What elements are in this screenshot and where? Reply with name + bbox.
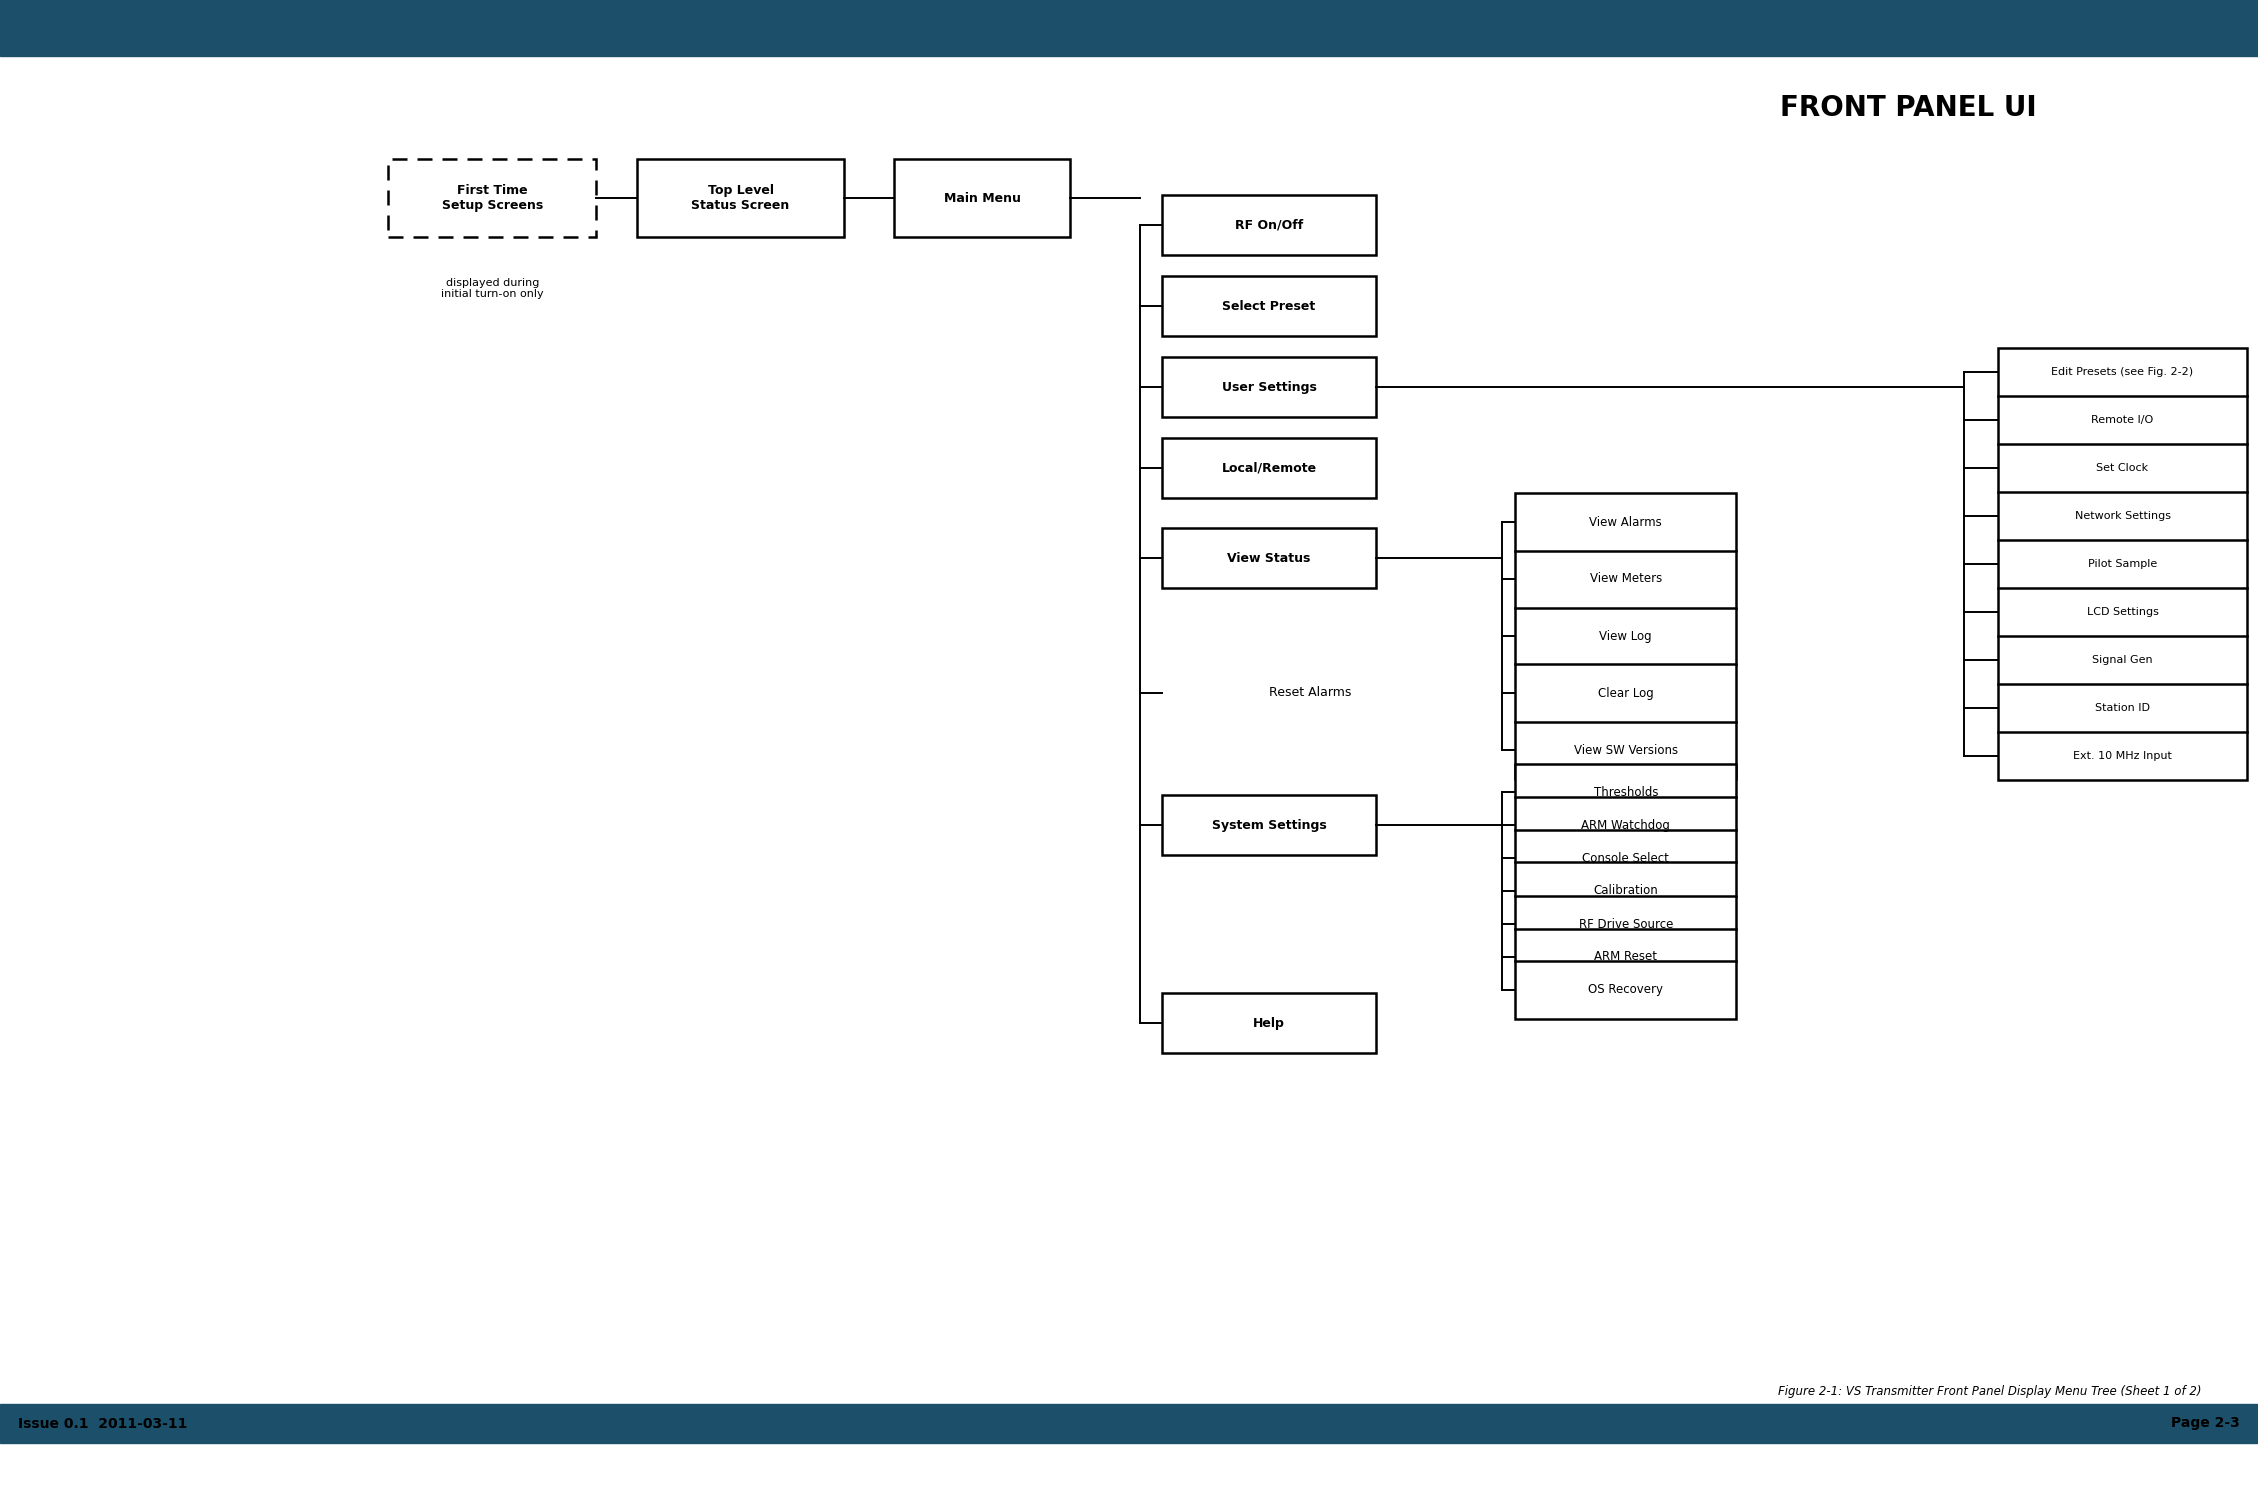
Text: Local/Remote: Local/Remote	[1222, 462, 1316, 474]
Text: View Meters: View Meters	[1590, 573, 1662, 585]
FancyBboxPatch shape	[1163, 276, 1377, 336]
Text: Figure 2-1: VS Transmitter Front Panel Display Menu Tree (Sheet 1 of 2): Figure 2-1: VS Transmitter Front Panel D…	[1777, 1386, 2202, 1398]
FancyBboxPatch shape	[1163, 993, 1377, 1053]
Text: Help: Help	[1253, 1017, 1285, 1029]
FancyBboxPatch shape	[1515, 494, 1736, 778]
Text: First Time
Setup Screens: First Time Setup Screens	[443, 184, 542, 211]
Text: View Status: View Status	[1228, 552, 1310, 564]
FancyBboxPatch shape	[1163, 528, 1377, 588]
Text: Clear Log: Clear Log	[1599, 687, 1653, 699]
Text: Edit Presets (see Fig. 2-2): Edit Presets (see Fig. 2-2)	[2053, 368, 2193, 376]
Bar	[0, 0, 2258, 56]
Text: Issue 0.1  2011-03-11: Issue 0.1 2011-03-11	[18, 1416, 187, 1431]
FancyBboxPatch shape	[1163, 438, 1377, 498]
FancyBboxPatch shape	[1998, 348, 2247, 780]
Text: ARM Watchdog: ARM Watchdog	[1581, 819, 1671, 831]
Text: Set Clock: Set Clock	[2095, 464, 2150, 472]
Text: LCD Settings: LCD Settings	[2086, 608, 2159, 616]
Text: View Log: View Log	[1599, 630, 1653, 642]
FancyBboxPatch shape	[1163, 795, 1377, 855]
FancyBboxPatch shape	[637, 159, 844, 237]
Text: Station ID: Station ID	[2095, 704, 2150, 712]
Text: Select Preset: Select Preset	[1222, 300, 1316, 312]
Text: Signal Gen: Signal Gen	[2093, 656, 2152, 664]
Text: View Alarms: View Alarms	[1590, 516, 1662, 528]
Bar	[0, 1404, 2258, 1443]
Text: Network Settings: Network Settings	[2075, 512, 2170, 520]
Text: View SW Versions: View SW Versions	[1574, 744, 1678, 756]
Text: ARM Reset: ARM Reset	[1594, 951, 1657, 963]
Text: RF On/Off: RF On/Off	[1235, 219, 1303, 231]
Text: Page 2-3: Page 2-3	[2172, 1416, 2240, 1431]
Text: Thresholds: Thresholds	[1594, 786, 1657, 798]
Text: displayed during
initial turn-on only: displayed during initial turn-on only	[440, 278, 544, 298]
Text: Pilot Sample: Pilot Sample	[2089, 560, 2156, 568]
Text: Calibration: Calibration	[1594, 885, 1657, 897]
FancyBboxPatch shape	[388, 159, 596, 237]
Text: RF Drive Source: RF Drive Source	[1578, 918, 1673, 930]
Text: OS Recovery: OS Recovery	[1587, 984, 1664, 996]
Text: FRONT PANEL UI: FRONT PANEL UI	[1779, 94, 2037, 122]
FancyBboxPatch shape	[894, 159, 1070, 237]
FancyBboxPatch shape	[1515, 764, 1736, 1018]
Text: User Settings: User Settings	[1222, 381, 1316, 393]
Text: Remote I/O: Remote I/O	[2091, 416, 2154, 424]
FancyBboxPatch shape	[1163, 195, 1377, 255]
Text: Console Select: Console Select	[1583, 852, 1669, 864]
Text: Ext. 10 MHz Input: Ext. 10 MHz Input	[2073, 752, 2172, 760]
Text: Main Menu: Main Menu	[944, 192, 1021, 204]
Text: Top Level
Status Screen: Top Level Status Screen	[691, 184, 790, 211]
FancyBboxPatch shape	[1163, 357, 1377, 417]
Text: Reset Alarms: Reset Alarms	[1269, 687, 1350, 699]
Text: System Settings: System Settings	[1213, 819, 1325, 831]
